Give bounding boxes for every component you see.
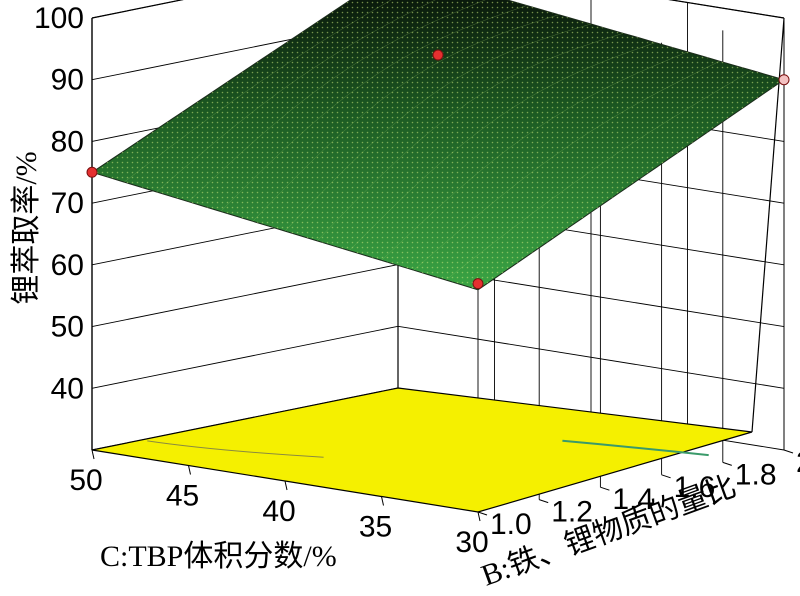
x-tick-label: 40: [262, 495, 295, 528]
y-tick-label: 1.6: [674, 471, 716, 504]
surface-mesh-line: [252, 14, 559, 222]
surface-mesh-line: [349, 42, 656, 251]
z-tick-label: 100: [34, 2, 84, 35]
y-tick-label: 2.0: [796, 446, 800, 479]
response-surface-mesh: [92, 0, 784, 290]
design-point: [432, 49, 444, 61]
surface-mesh-line: [413, 61, 720, 271]
y-tick-label: 1.4: [612, 483, 654, 516]
z-tick-label: 60: [51, 249, 84, 282]
surface-mesh-line: [124, 0, 392, 183]
x-tick-label: 35: [359, 511, 392, 544]
wall-grid-line: [91, 325, 785, 389]
y-tick-mark: [600, 486, 610, 491]
surface-layer: [90, 0, 786, 291]
y-tick-label: 1.0: [490, 508, 532, 541]
y-tick-mark: [661, 474, 671, 479]
surface-mesh-line: [156, 0, 436, 193]
contour-line: [147, 440, 324, 458]
design-point: [86, 166, 98, 178]
z-axis-title: 锂萃取率/%: [10, 151, 43, 304]
y-tick-mark: [783, 449, 794, 454]
surface-mesh-line: [220, 5, 527, 212]
tick-layer: 40 50 60 70 80 90 100 50 45 40 35 301.0 1.2 1.4 1.6 1.8…: [34, 2, 800, 559]
right-wall-edge: [751, 17, 785, 433]
x-tick-label: 45: [166, 480, 199, 513]
surface-mesh-line: [381, 51, 688, 261]
contour-floor: [91, 387, 753, 513]
design-point: [472, 278, 484, 290]
x-tick-mark: [188, 465, 191, 475]
contour-line: [562, 439, 709, 457]
y-tick-mark: [722, 461, 732, 466]
z-tick-label: 50: [51, 311, 84, 344]
surface-mesh-line: [445, 70, 752, 281]
y-tick-label: 1.8: [735, 458, 777, 491]
surface-mesh-line: [188, 0, 486, 202]
z-tick-label: 90: [51, 64, 84, 97]
points-layer: [86, 49, 790, 290]
z-tick-label: 40: [51, 372, 84, 405]
z-tick-label: 80: [51, 125, 84, 158]
x-tick-mark: [91, 449, 95, 460]
x-axis-title: C:TBP体积分数/%: [100, 540, 337, 573]
y-tick-mark: [477, 511, 488, 516]
x-tick-mark: [284, 480, 288, 491]
floor-layer: [91, 387, 794, 522]
x-tick-mark: [381, 496, 384, 506]
x-tick-label: 30: [455, 526, 488, 559]
surface-mesh-line: [317, 33, 624, 242]
x-tick-mark: [477, 511, 481, 522]
y-tick-mark: [539, 499, 549, 504]
x-tick-label: 50: [69, 464, 102, 497]
design-point: [778, 74, 790, 86]
y-tick-label: 1.2: [551, 496, 593, 529]
surface-mesh-line: [284, 23, 592, 232]
z-tick-label: 70: [51, 187, 84, 220]
